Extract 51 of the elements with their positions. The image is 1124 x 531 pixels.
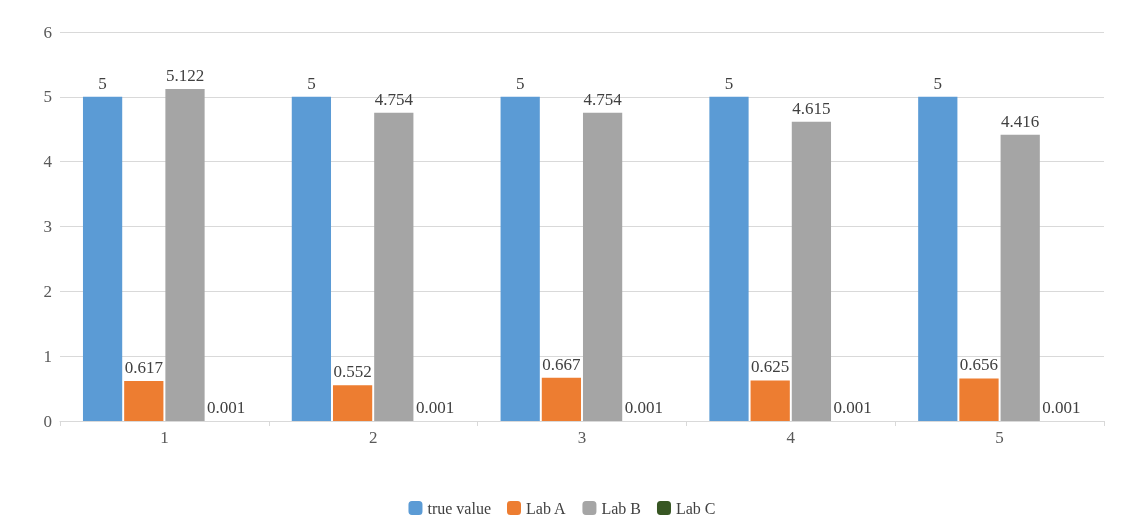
data-label: 5 [724,73,734,93]
bar [500,96,540,421]
bar [959,378,999,421]
bar [82,96,123,421]
data-label: 0.001 [207,397,246,417]
bar [750,380,790,421]
data-label: 0.001 [1042,397,1081,417]
data-label: 5.122 [165,65,205,85]
data-label: 0.001 [624,397,663,417]
data-label: 0.001 [415,397,455,417]
x-tick-label: 1 [160,428,169,447]
bar [165,88,205,421]
bar [1000,134,1040,421]
y-tick-label: 2 [43,281,52,301]
y-tick-label: 5 [43,87,52,107]
legend-label: Lab A [526,499,566,517]
y-tick-label: 4 [43,152,53,172]
data-label: 0.617 [124,358,164,377]
bar [541,377,582,421]
data-label: 5 [98,73,107,93]
legend-label: true value [427,499,492,517]
data-label: 0.656 [959,355,999,375]
bar [582,112,623,421]
data-label: 5 [307,73,316,93]
y-tick-label: 1 [43,346,52,366]
y-tick-label: 6 [43,22,52,42]
x-tick-label: 2 [368,428,378,447]
data-label: 4.416 [1001,111,1040,131]
legend-label: Lab B [601,499,641,517]
data-label: 0.001 [833,397,872,417]
bar [332,385,373,421]
bar [291,96,332,421]
data-label: 4.754 [583,89,623,109]
data-label: 0.625 [751,357,790,377]
y-tick-label: 0 [43,411,52,431]
data-label: 4.615 [792,98,831,118]
data-label: 0.667 [542,354,582,374]
bar [124,381,164,421]
bar [791,121,832,421]
data-label: 5 [933,73,943,93]
bar [709,96,749,421]
x-tick-label: 3 [577,428,587,447]
x-tick-label: 4 [786,428,796,447]
bar [918,96,958,421]
x-tick-label: 5 [995,428,1004,447]
bar [374,112,414,421]
data-label: 5 [515,73,525,93]
data-label: 0.552 [333,362,372,382]
y-tick-label: 3 [43,217,52,236]
data-label: 4.754 [374,89,414,109]
legend-label: Lab C [675,499,716,517]
